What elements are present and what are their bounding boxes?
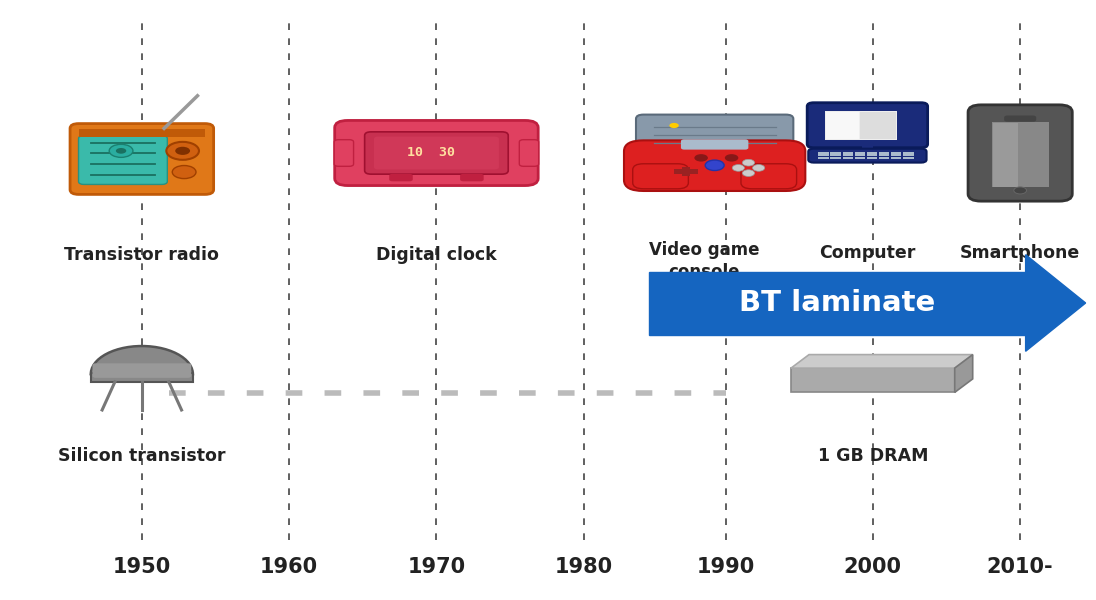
FancyBboxPatch shape [374,137,499,169]
Circle shape [695,154,708,161]
Bar [879,154,889,156]
Polygon shape [1026,254,1086,351]
Bar [867,157,877,158]
Text: 1 GB DRAM: 1 GB DRAM [818,447,928,465]
Text: Video game
console: Video game console [649,241,760,281]
Circle shape [172,166,196,179]
Bar [826,112,859,139]
Bar [843,152,853,154]
Bar [879,157,889,158]
Bar [903,154,914,156]
Polygon shape [955,355,973,392]
FancyBboxPatch shape [624,140,806,191]
Bar [891,154,901,156]
FancyBboxPatch shape [520,140,538,166]
FancyBboxPatch shape [365,132,509,174]
Bar [819,152,829,154]
Circle shape [175,147,190,155]
Bar [903,152,914,154]
Polygon shape [791,355,973,368]
FancyBboxPatch shape [968,105,1072,201]
Text: 1970: 1970 [408,557,466,577]
Bar [819,157,829,158]
Circle shape [742,160,754,166]
Bar [855,154,865,156]
FancyBboxPatch shape [807,103,927,148]
Bar [867,154,877,156]
FancyBboxPatch shape [636,115,794,154]
Bar [674,169,698,174]
Text: 1960: 1960 [260,557,318,577]
Circle shape [116,148,126,154]
FancyBboxPatch shape [681,139,749,149]
Bar [891,157,901,158]
FancyBboxPatch shape [334,140,354,166]
Circle shape [167,142,199,160]
Bar [993,122,1018,187]
Polygon shape [91,346,193,374]
Bar [838,148,897,151]
Text: 1950: 1950 [113,557,171,577]
FancyBboxPatch shape [334,121,538,185]
Circle shape [705,160,724,170]
Bar [861,143,874,149]
Bar [682,167,690,176]
Bar [831,152,841,154]
Text: 1980: 1980 [555,557,613,577]
Text: Silicon transistor: Silicon transistor [58,447,226,465]
FancyBboxPatch shape [389,174,413,181]
Bar [855,152,865,154]
Bar [831,154,841,156]
Bar [879,152,889,154]
Circle shape [1014,187,1027,194]
Bar [91,373,193,382]
Circle shape [724,154,739,161]
Circle shape [670,123,678,128]
Bar [831,157,841,158]
Bar [859,112,897,139]
Bar [855,157,865,158]
Text: 1990: 1990 [696,557,755,577]
FancyBboxPatch shape [460,174,483,181]
Text: Smartphone: Smartphone [960,244,1081,262]
FancyBboxPatch shape [808,149,926,163]
FancyBboxPatch shape [79,136,168,184]
Bar [79,129,205,137]
Bar [903,157,914,158]
FancyBboxPatch shape [741,164,797,189]
Bar [819,154,829,156]
Bar [649,271,1026,335]
Text: 2000: 2000 [844,557,902,577]
Text: Transistor radio: Transistor radio [65,246,219,264]
FancyBboxPatch shape [92,364,191,378]
Text: Digital clock: Digital clock [376,246,496,264]
Bar [867,152,877,154]
Circle shape [110,145,133,157]
FancyBboxPatch shape [1004,116,1036,122]
Bar [843,157,853,158]
Bar [843,154,853,156]
Polygon shape [791,368,955,392]
FancyBboxPatch shape [632,164,688,189]
Bar [992,122,1049,187]
Circle shape [732,164,744,171]
Text: BT laminate: BT laminate [740,289,936,317]
Circle shape [753,164,765,171]
Bar [891,152,901,154]
Circle shape [742,170,754,176]
Text: Computer: Computer [819,244,915,262]
Text: 2010-: 2010- [986,557,1053,577]
Bar [825,111,897,140]
FancyBboxPatch shape [70,124,214,194]
Text: 10  30: 10 30 [407,146,455,160]
